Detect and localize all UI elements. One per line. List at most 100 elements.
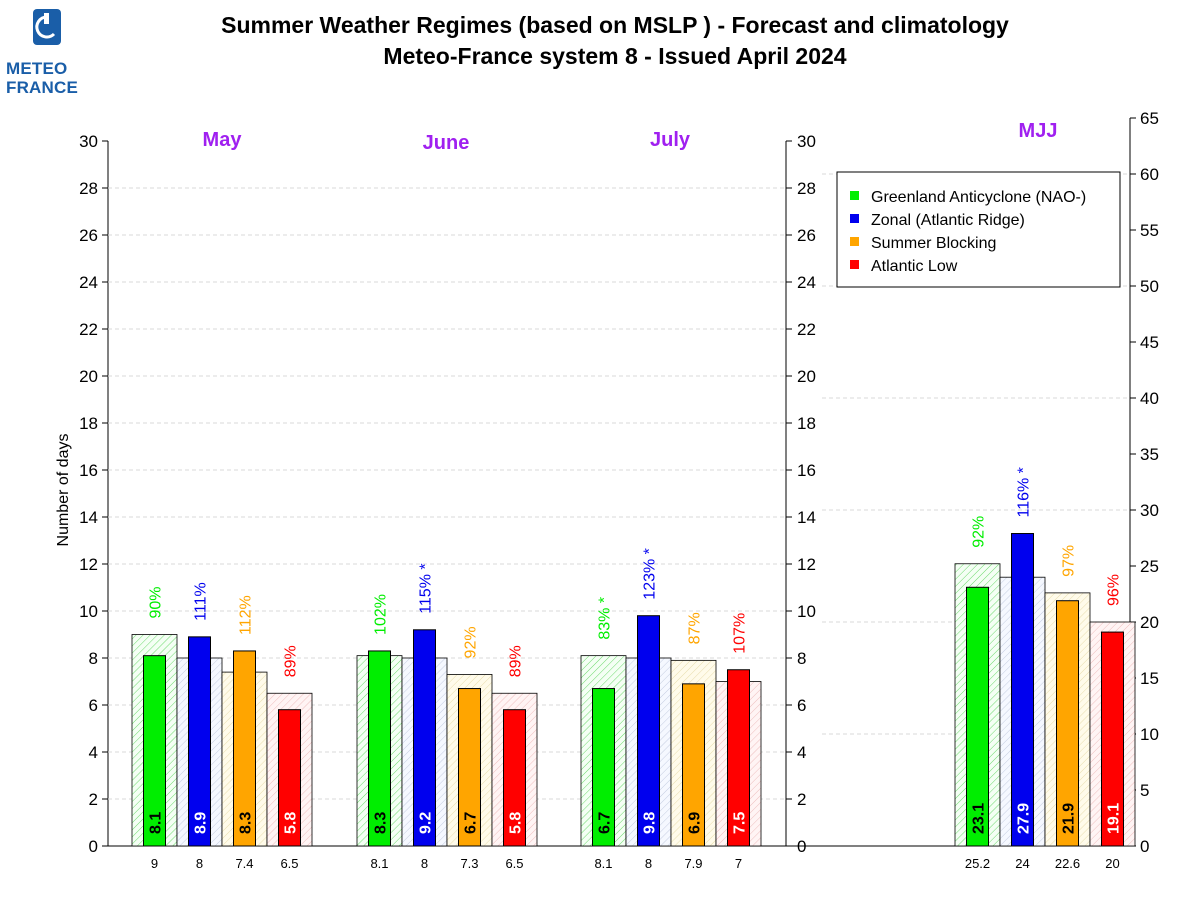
- y-tick-label-left: 16: [79, 461, 98, 480]
- y-tick-label-middle: 10: [797, 602, 816, 621]
- forecast-bar: [188, 636, 211, 847]
- forecast-value-label: 21.9: [1061, 803, 1078, 834]
- y-tick-label-left: 8: [89, 649, 98, 668]
- y-tick-label-left: 0: [89, 837, 98, 856]
- panel-title: July: [650, 129, 691, 151]
- forecast-bar: [1101, 631, 1124, 847]
- forecast-bar: [278, 709, 301, 847]
- y-tick-label-right: 50: [1140, 277, 1159, 296]
- y-tick-label-left: 2: [89, 790, 98, 809]
- y-tick-label-left: 6: [89, 696, 98, 715]
- percent-label: 87%: [687, 612, 704, 644]
- y-tick-label-middle: 4: [797, 743, 806, 762]
- x-tick-label: 8: [421, 856, 428, 871]
- y-tick-label-right: 10: [1140, 725, 1159, 744]
- percent-label: 92%: [463, 626, 480, 658]
- forecast-value-label: 9.2: [418, 812, 435, 834]
- y-tick-label-right: 45: [1140, 333, 1159, 352]
- forecast-bar: [413, 629, 436, 847]
- chart-title-line-2: Meteo-France system 8 - Issued April 202…: [383, 43, 847, 69]
- y-tick-label-middle: 16: [797, 461, 816, 480]
- y-tick-label-right: 5: [1140, 781, 1149, 800]
- panel-title: MJJ: [1019, 120, 1058, 142]
- x-tick-label: 24: [1015, 856, 1029, 871]
- y-tick-label-middle: 30: [797, 132, 816, 151]
- legend-label: Zonal (Atlantic Ridge): [871, 212, 1025, 229]
- forecast-bar: [966, 586, 989, 847]
- y-tick-label-left: 20: [79, 367, 98, 386]
- y-tick-label-right: 35: [1140, 445, 1159, 464]
- legend-label: Atlantic Low: [871, 258, 958, 275]
- y-tick-label-left: 14: [79, 508, 98, 527]
- x-tick-label: 6.5: [505, 856, 523, 871]
- y-tick-label-right: 0: [1140, 837, 1149, 856]
- forecast-value-label: 8.3: [373, 812, 390, 834]
- forecast-bar: [503, 709, 526, 847]
- percent-label: 89%: [283, 645, 300, 677]
- x-tick-label: 7.9: [684, 856, 702, 871]
- percent-label: 112%: [238, 595, 255, 635]
- legend-swatch: [850, 191, 859, 200]
- percent-label: 107%: [732, 613, 749, 654]
- legend-swatch: [850, 260, 859, 269]
- x-tick-label: 7.3: [460, 856, 478, 871]
- chart-title-line-1: Summer Weather Regimes (based on MSLP ) …: [221, 12, 1009, 38]
- y-axis-title: Number of days: [55, 434, 72, 547]
- y-tick-label-left: 24: [79, 273, 98, 292]
- forecast-bar: [368, 650, 391, 847]
- y-tick-label-left: 4: [89, 743, 98, 762]
- x-tick-label: 8: [196, 856, 203, 871]
- forecast-value-label: 9.8: [642, 812, 659, 834]
- y-tick-label-right: 30: [1140, 501, 1159, 520]
- y-tick-label-left: 26: [79, 226, 98, 245]
- x-tick-label: 7: [735, 856, 742, 871]
- forecast-value-label: 8.1: [148, 812, 165, 834]
- y-tick-label-left: 30: [79, 132, 98, 151]
- percent-label: 116% *: [1016, 467, 1033, 517]
- y-tick-label-middle: 14: [797, 508, 816, 527]
- y-tick-label-middle: 12: [797, 555, 816, 574]
- forecast-value-label: 7.5: [732, 812, 749, 834]
- y-tick-label-left: 18: [79, 414, 98, 433]
- forecast-bar: [637, 615, 660, 847]
- y-tick-label-right: 40: [1140, 389, 1159, 408]
- forecast-value-label: 8.3: [238, 812, 255, 834]
- forecast-bar: [1011, 533, 1034, 847]
- y-tick-label-right: 55: [1140, 221, 1159, 240]
- x-tick-label: 20: [1105, 856, 1119, 871]
- y-tick-label-middle: 6: [797, 696, 806, 715]
- x-tick-label: 9: [151, 856, 158, 871]
- x-tick-label: 25.2: [965, 856, 990, 871]
- percent-label: 97%: [1061, 545, 1078, 577]
- y-tick-label-middle: 22: [797, 320, 816, 339]
- y-tick-label-left: 12: [79, 555, 98, 574]
- y-tick-label-right: 25: [1140, 557, 1159, 576]
- logo-line-2: FRANCE: [6, 78, 79, 97]
- forecast-bar: [592, 688, 615, 847]
- legend-label: Greenland Anticyclone (NAO-): [871, 189, 1086, 206]
- forecast-value-label: 6.7: [597, 812, 614, 834]
- y-tick-label-right: 65: [1140, 109, 1159, 128]
- forecast-bar: [682, 683, 705, 847]
- y-tick-label-left: 22: [79, 320, 98, 339]
- y-tick-label-middle: 8: [797, 649, 806, 668]
- forecast-value-label: 6.7: [463, 812, 480, 834]
- x-tick-label: 8.1: [594, 856, 612, 871]
- y-tick-label-right: 20: [1140, 613, 1159, 632]
- forecast-value-label: 27.9: [1016, 803, 1033, 834]
- forecast-bar: [1056, 600, 1079, 847]
- x-tick-label: 7.4: [235, 856, 253, 871]
- y-tick-label-middle: 26: [797, 226, 816, 245]
- forecast-value-label: 19.1: [1106, 803, 1123, 834]
- percent-label: 90%: [148, 586, 165, 618]
- percent-label: 102%: [373, 594, 390, 635]
- y-tick-label-middle: 20: [797, 367, 816, 386]
- percent-label: 89%: [508, 645, 525, 677]
- forecast-value-label: 5.8: [283, 812, 300, 834]
- percent-label: 123% *: [642, 548, 659, 600]
- meteo-france-logo: METEO FRANCE: [6, 8, 88, 97]
- percent-label: 115% *: [418, 563, 435, 613]
- x-tick-label: 8: [645, 856, 652, 871]
- percent-label: 92%: [971, 516, 988, 548]
